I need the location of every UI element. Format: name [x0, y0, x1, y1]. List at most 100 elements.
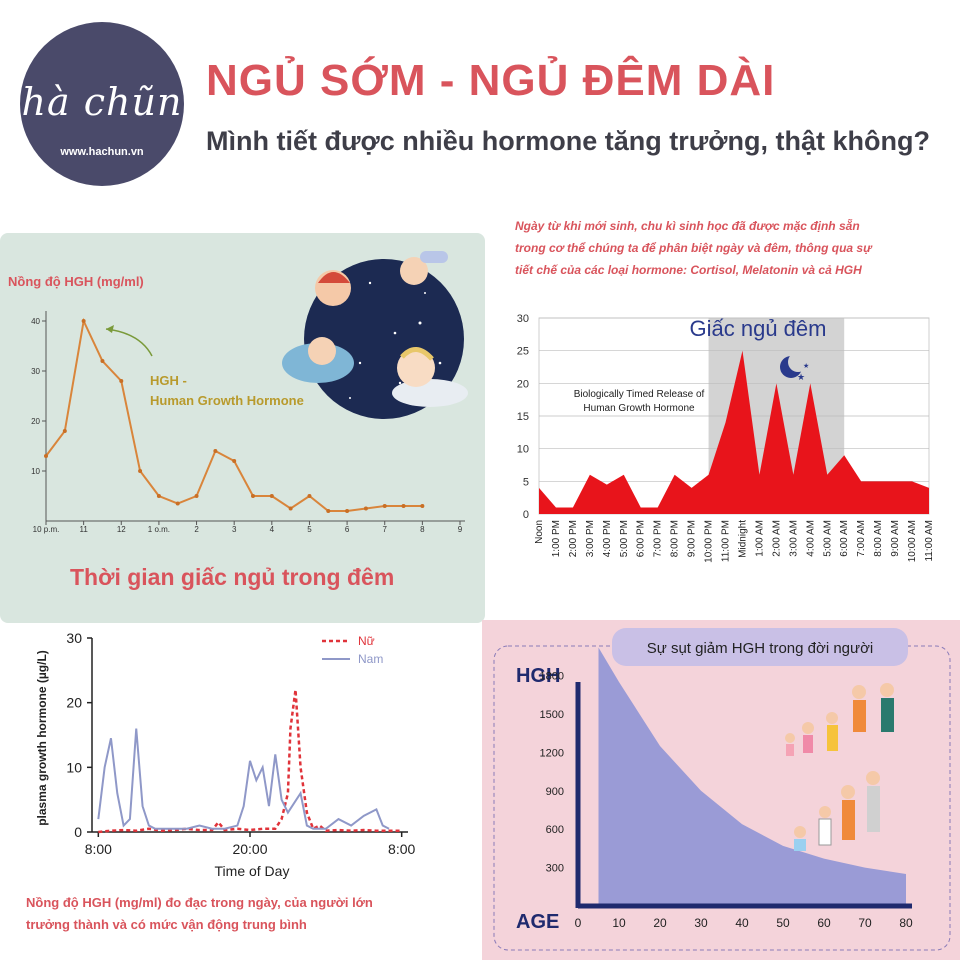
chart2-ytick-label: 20	[517, 378, 529, 390]
chart2-inner-title-2: Human Growth Hormone	[583, 403, 695, 414]
chart-hgh-decline: Sự sụt giảm HGH trong đời người HGH AGE …	[493, 628, 951, 951]
chart4-area-series	[598, 647, 906, 906]
svg-text:★: ★	[803, 362, 809, 370]
chart1-xtick-label: 10 p.m.	[33, 525, 60, 534]
chart4-xname: AGE	[516, 911, 559, 933]
chart2-xtick-label: 3:00 AM	[788, 520, 799, 557]
chart4-xtick-label: 10	[612, 916, 626, 930]
chart2-xtick-label: 4:00 PM	[602, 520, 613, 557]
chart2-xtick-label: 9:00 AM	[890, 520, 901, 557]
chart1-point	[62, 429, 67, 433]
chart1-point	[44, 454, 48, 458]
chart2-xtick-label: 8:00 PM	[670, 520, 681, 557]
chart3-desc-line-2: trưởng thành và có mức vận động trung bì…	[26, 917, 307, 932]
chart3-xtick-label: 8:00	[388, 841, 415, 857]
chart2-xtick-label: 11:00 AM	[924, 520, 935, 562]
chart1-point	[232, 459, 237, 463]
chart4-title-pill	[612, 628, 908, 666]
chart3-xtick-label: 20:00	[232, 841, 267, 857]
chart1-point	[326, 509, 331, 513]
chart2-xtick-label: 10:00 AM	[907, 520, 918, 562]
chart2-xtick-label: Noon	[534, 520, 545, 544]
chart4-xtick-label: 60	[817, 916, 831, 930]
chart2-ytick-label: 0	[523, 509, 529, 521]
chart4-xtick-label: 0	[575, 916, 582, 930]
chart1-point	[81, 319, 86, 323]
chart2-xtick-label: 5:00 AM	[822, 520, 833, 557]
chart3-ylabel: plasma growth hormone (µg/L)	[35, 650, 49, 826]
logo-brand: hà chũn	[21, 80, 183, 124]
chart2-xtick-label: 1:00 AM	[754, 520, 765, 557]
annotation-hgh-full: Human Growth Hormone	[150, 393, 304, 408]
chart1-xtick-label: 7	[383, 525, 388, 534]
chart3-ytick-label: 10	[66, 759, 82, 775]
chart1-point	[156, 494, 161, 498]
chart1-xtick-label: 2	[194, 525, 199, 534]
chart4-title: Sự sụt giảm HGH trong đời người	[647, 640, 874, 657]
legend-male-label: Nam	[358, 652, 383, 666]
chart4-xtick-label: 30	[694, 916, 708, 930]
chart4-xtick-label: 20	[653, 916, 667, 930]
family-growth-illustration	[785, 683, 894, 851]
series-female-line	[98, 689, 402, 834]
page-title: NGỦ SỚM - NGỦ ĐÊM DÀI	[206, 56, 776, 105]
chart1-point	[138, 469, 143, 473]
moon-stars-icon: ★ ★	[780, 352, 809, 382]
chart1-xtick-label: 1 o.m.	[148, 525, 170, 534]
chart2-xtick-label: Midnight	[737, 520, 748, 558]
chart2-ytick-label: 15	[517, 411, 529, 423]
chart4-ytick-label: 600	[546, 824, 564, 836]
chart1-xtick-label: 6	[345, 525, 350, 534]
chart3-ytick-label: 30	[66, 630, 82, 646]
series-male-line	[97, 728, 390, 830]
chart4-xtick-label: 70	[858, 916, 872, 930]
chart2-xtick-label: 3:00 PM	[585, 520, 596, 557]
chart2-area-series	[539, 350, 929, 514]
release-desc-line-3: tiết chế của các loại hormone: Cortisol,…	[515, 263, 862, 277]
chart2-xtick-label: 6:00 PM	[636, 520, 647, 557]
chart4-xtick-label: 40	[735, 916, 749, 930]
chart-hgh-release: Ngày từ khi mới sinh, chu kì sinh học đã…	[515, 218, 935, 563]
chart1-point	[100, 359, 105, 363]
chart1-xtick-label: 12	[117, 525, 126, 534]
chart2-xtick-label: 2:00 PM	[568, 520, 579, 557]
chart1-point	[194, 494, 199, 498]
chart-plasma-gh: plasma growth hormone (µg/L) 30 20 10 0 8:0…	[26, 630, 416, 932]
chart2-xtick-label: 2:00 AM	[771, 520, 782, 557]
chart4-xtick-label: 80	[899, 916, 913, 930]
chart1-xtick-label: 9	[458, 525, 463, 534]
chart-night-hgh: Nồng độ HGH (mg/ml) 40 30 20 10 10 p.m. 11 12…	[8, 251, 468, 590]
chart1-ytick-label: 20	[31, 417, 40, 426]
chart1-xtick-label: 5	[307, 525, 312, 534]
chart2-xtick-label: 1:00 PM	[551, 520, 562, 557]
chart2-xtick-label: 6:00 AM	[839, 520, 850, 557]
page-subtitle: Mình tiết được nhiều hormone tăng trưởng…	[206, 126, 930, 156]
chart2-ytick-label: 25	[517, 346, 529, 358]
chart4-xtick-label: 50	[776, 916, 790, 930]
chart1-xtick-label: 4	[270, 525, 275, 534]
chart2-xtick-label: 7:00 AM	[856, 520, 867, 557]
chart4-ytick-label: 1800	[540, 671, 564, 683]
chart1-point	[119, 379, 124, 383]
chart4-ytick-label: 1200	[540, 747, 564, 759]
annotation-arrowhead	[106, 325, 114, 333]
chart2-xtick-label: 8:00 AM	[873, 520, 884, 557]
legend-female-label: Nữ	[358, 634, 375, 648]
chart1-point	[363, 506, 368, 511]
annotation-arrow	[105, 328, 153, 357]
chart2-inner-title-1: Biologically Timed Release of	[574, 389, 705, 400]
chart1-ylabel: Nồng độ HGH (mg/ml)	[8, 274, 144, 289]
logo-site-url: www.hachun.vn	[60, 146, 144, 158]
chart1-point	[213, 449, 218, 453]
chart1-point	[382, 504, 387, 508]
annotation-hgh: HGH -	[150, 373, 187, 388]
chart1-point	[175, 501, 180, 506]
chart4-yname: HGH	[516, 665, 560, 687]
chart2-xtick-label: 9:00 PM	[687, 520, 698, 557]
chart1-xtick-label: 8	[420, 525, 425, 534]
chart1-caption: Thời gian giấc ngủ trong đêm	[70, 564, 394, 590]
chart1-point	[401, 504, 406, 508]
night-sleep-label: Giấc ngủ đêm	[690, 316, 827, 341]
chart2-ytick-label: 30	[517, 313, 529, 325]
chart1-ytick-label: 10	[31, 467, 40, 476]
